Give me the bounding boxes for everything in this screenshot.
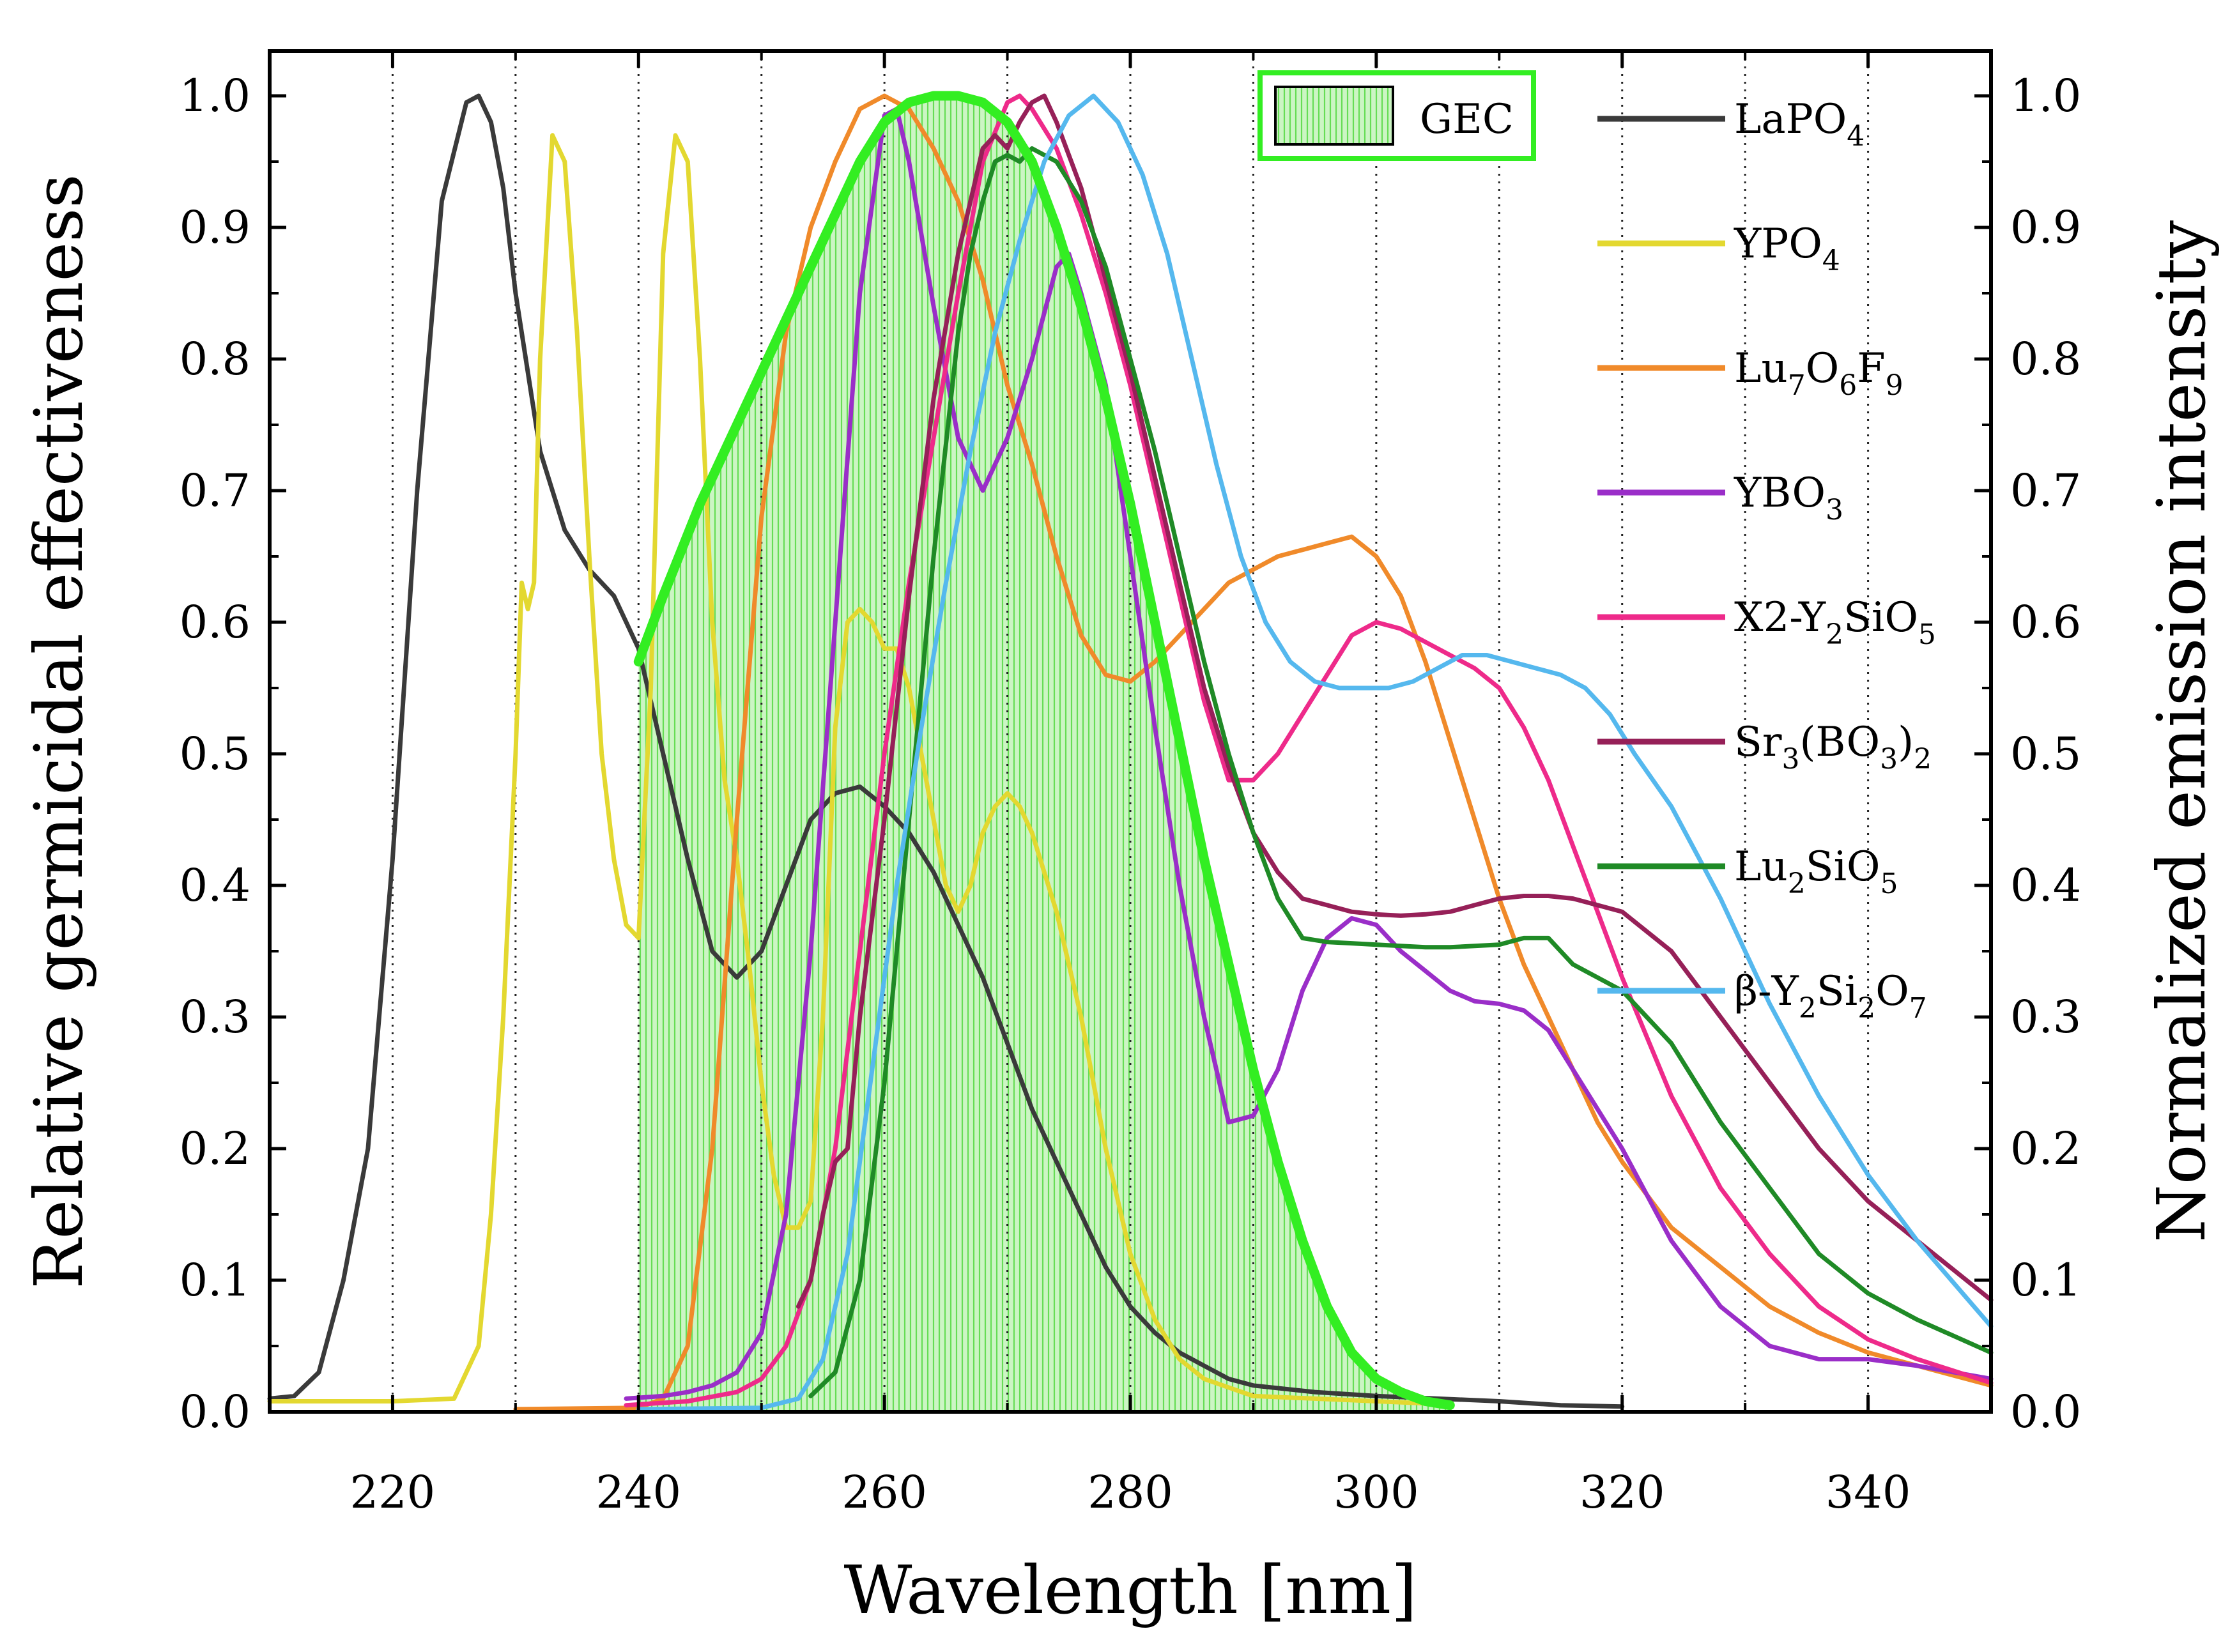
x-tick-label-6: 340 xyxy=(1826,1466,1911,1518)
legend-label-5: Sr3(BO3)2 xyxy=(1734,719,1932,776)
legend-label-3-part-1: 3 xyxy=(1826,494,1843,526)
legend-label-5-part-2: (BO xyxy=(1799,719,1880,766)
y-tick-label-8: 0.8 xyxy=(180,333,250,385)
series-line-1 xyxy=(267,133,1440,1407)
legend-label-0: LaPO4 xyxy=(1734,96,1865,153)
legend-label-5-part-0: Sr xyxy=(1734,719,1782,766)
legend-label-4-part-0: X2-Y xyxy=(1734,594,1826,641)
legend-gec-swatch xyxy=(1274,86,1394,146)
legend-label-2-part-0: Lu xyxy=(1734,345,1788,392)
x-tick-label-3: 280 xyxy=(1088,1466,1173,1518)
legend-label-2-part-1: 7 xyxy=(1788,369,1806,402)
legend-label-4-part-2: SiO xyxy=(1843,594,1918,641)
legend-label-4-part-1: 2 xyxy=(1826,618,1843,651)
y2-tick-label-4: 0.4 xyxy=(2010,859,2081,912)
x-tick-label-1: 240 xyxy=(596,1466,681,1518)
series-line-5 xyxy=(796,93,1994,1309)
legend-label-4-part-3: 5 xyxy=(1918,618,1936,651)
y-tick-label-6: 0.6 xyxy=(180,596,250,648)
legend-label-7-part-3: 2 xyxy=(1857,992,1875,1025)
y2-tick-label-10: 1.0 xyxy=(2010,70,2081,122)
series-line-0 xyxy=(267,93,1625,1409)
series-line-7 xyxy=(636,93,1994,1412)
y-axis-title: Relative germicidal effectiveness xyxy=(20,174,98,1289)
axes-group: 0.0 0.0 0.1 0.1 0.2 0.2 0.3 0.3 0.4 0.4 0.5 0.5 0.6 0… xyxy=(180,49,2081,1518)
legend-label-3: YBO3 xyxy=(1734,470,1843,526)
legend-label-5-part-4: ) xyxy=(1898,719,1914,766)
y2-tick-label-3: 0.3 xyxy=(2010,991,2081,1043)
y2-tick-label-5: 0.5 xyxy=(2010,728,2081,780)
y2-tick-label-9: 0.9 xyxy=(2010,201,2081,254)
legend-label-2-part-4: F xyxy=(1857,345,1885,392)
legend-label-4: X2-Y2SiO5 xyxy=(1734,594,1936,651)
legend-label-7-part-2: Si xyxy=(1817,968,1857,1015)
y-tick-label-5: 0.5 xyxy=(180,728,250,780)
legend-label-6-part-0: Lu xyxy=(1734,843,1788,891)
legend-label-3-part-0: YBO xyxy=(1734,470,1826,517)
legend-label-2-part-2: O xyxy=(1806,345,1839,392)
y2-tick-label-2: 0.2 xyxy=(2010,1122,2081,1175)
y-tick-label-0: 0.0 xyxy=(180,1386,250,1438)
x-tick-label-5: 320 xyxy=(1580,1466,1665,1518)
y-tick-label-7: 0.7 xyxy=(180,464,250,517)
y2-tick-label-1: 0.1 xyxy=(2010,1254,2081,1306)
series-line-3 xyxy=(624,107,1994,1401)
legend-label-6: Lu2SiO5 xyxy=(1734,843,1898,900)
y-tick-label-9: 0.9 xyxy=(180,201,250,254)
series-line-4 xyxy=(624,93,1994,1408)
x-tick-label-2: 260 xyxy=(842,1466,927,1518)
y2-axis-title: Normalized emission intensity xyxy=(2142,220,2220,1243)
series-line-2 xyxy=(513,93,1994,1412)
legend-label-5-part-3: 3 xyxy=(1880,743,1898,776)
y-tick-label-10: 1.0 xyxy=(180,70,250,122)
legend-label-6-part-1: 2 xyxy=(1788,868,1806,900)
y-tick-label-3: 0.3 xyxy=(180,991,250,1043)
legend-label-1: YPO4 xyxy=(1734,220,1840,277)
legend-label-6-part-2: SiO xyxy=(1806,843,1880,891)
gec-curve xyxy=(633,91,1455,1411)
legend-label-7-part-0: β-Y xyxy=(1734,968,1799,1015)
legend-label-7-part-5: 7 xyxy=(1909,992,1927,1025)
legend-label-5-part-1: 3 xyxy=(1781,743,1799,776)
x-axis-title: Wavelength [nm] xyxy=(843,1551,1417,1629)
legend-label-1-part-1: 4 xyxy=(1822,245,1840,277)
legend-gec-label: GEC xyxy=(1420,96,1514,143)
legend-group: GEC LaPO4YPO4Lu7O6F9YBO3X2-Y2SiO5Sr3(BO3)… xyxy=(1257,70,1936,1025)
legend-label-0-part-1: 4 xyxy=(1847,120,1865,153)
y2-tick-label-7: 0.7 xyxy=(2010,464,2081,517)
legend-label-2-part-3: 6 xyxy=(1839,369,1857,402)
x-tick-label-0: 220 xyxy=(350,1466,436,1518)
legend-label-0-part-0: LaPO xyxy=(1734,96,1847,143)
legend-label-2: Lu7O6F9 xyxy=(1734,345,1903,402)
legend-label-7-part-4: O xyxy=(1875,968,1909,1015)
y2-tick-label-6: 0.6 xyxy=(2010,596,2081,648)
y-tick-label-2: 0.2 xyxy=(180,1122,250,1175)
x-tick-label-4: 300 xyxy=(1334,1466,1419,1518)
y2-tick-label-8: 0.8 xyxy=(2010,333,2081,385)
legend-label-1-part-0: YPO xyxy=(1734,220,1822,268)
legend-label-6-part-3: 5 xyxy=(1880,868,1898,900)
legend-label-2-part-5: 9 xyxy=(1886,369,1903,402)
legend-label-5-part-5: 2 xyxy=(1914,743,1932,776)
y-tick-label-1: 0.1 xyxy=(180,1254,250,1306)
legend-label-7: β-Y2Si2O7 xyxy=(1734,968,1927,1025)
legend-label-7-part-1: 2 xyxy=(1799,992,1817,1025)
y-tick-label-4: 0.4 xyxy=(180,859,250,912)
y2-tick-label-0: 0.0 xyxy=(2010,1386,2081,1438)
